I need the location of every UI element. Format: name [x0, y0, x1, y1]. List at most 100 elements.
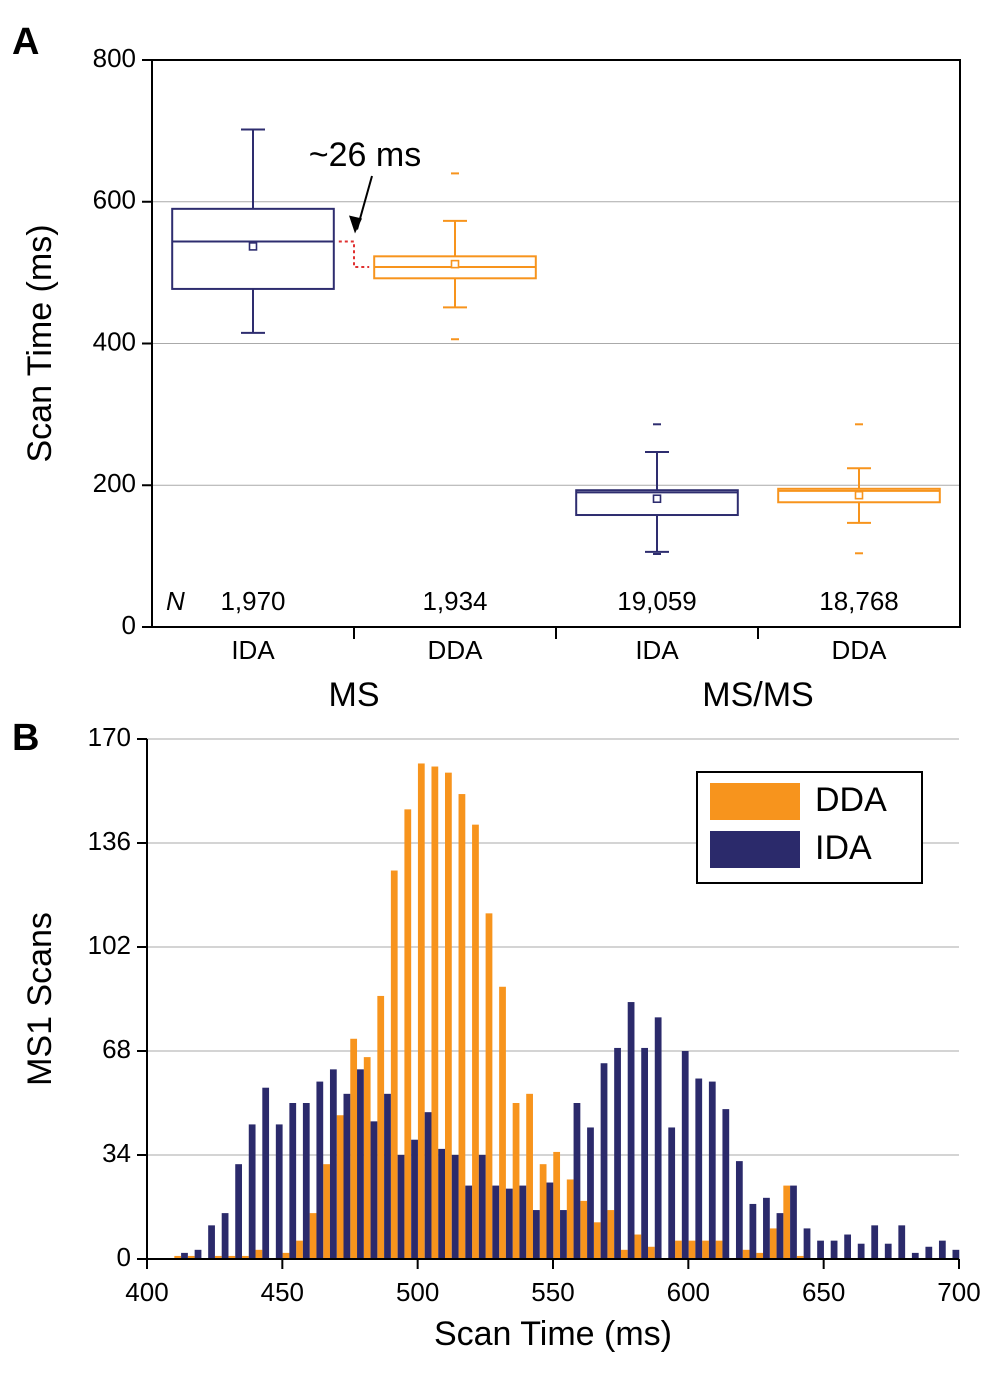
legend-label: DDA — [815, 781, 887, 819]
x-tick-label: 700 — [937, 1277, 980, 1307]
histogram-bar — [573, 1103, 581, 1259]
legend-swatch — [710, 831, 800, 868]
x-tick-label: 650 — [802, 1277, 845, 1307]
histogram-bar — [397, 1155, 405, 1259]
histogram-bar — [187, 1255, 195, 1259]
histogram-bar — [546, 1182, 554, 1259]
histogram-bar — [925, 1246, 933, 1259]
histogram-bar — [370, 1121, 378, 1259]
histogram-bar — [390, 870, 398, 1259]
histogram-bar — [465, 1185, 473, 1259]
histogram-bar — [242, 1255, 249, 1259]
histogram-bar — [208, 1225, 215, 1259]
histogram-bar — [451, 1155, 459, 1259]
histogram-bar — [708, 1081, 716, 1259]
histogram-bar — [884, 1243, 892, 1259]
y-tick-label: 136 — [88, 826, 131, 856]
histogram-bar — [384, 1093, 391, 1259]
y-tick-label: 0 — [122, 610, 136, 640]
histogram-bar — [248, 1124, 256, 1259]
panel-label: B — [12, 717, 39, 759]
histogram-bar — [722, 1109, 730, 1259]
histogram-bar — [255, 1249, 263, 1259]
x-tick-label: 400 — [125, 1277, 168, 1307]
histogram-bar — [614, 1047, 621, 1259]
histogram-bar — [417, 763, 425, 1259]
y-tick-label: 68 — [102, 1034, 131, 1064]
histogram-bar — [499, 986, 506, 1259]
y-tick-label: 102 — [88, 930, 131, 960]
histogram-bar — [235, 1164, 243, 1259]
histogram-bar — [783, 1185, 791, 1259]
histogram-bar — [580, 1200, 588, 1259]
histogram-bar — [648, 1246, 655, 1259]
histogram-bar — [228, 1255, 236, 1259]
histogram-bar — [275, 1124, 283, 1259]
histogram-bar — [262, 1087, 270, 1259]
histogram-bar — [478, 1155, 486, 1259]
histogram-bar — [485, 913, 493, 1259]
histogram-bar — [790, 1185, 797, 1259]
histogram-bar — [309, 1213, 317, 1259]
histogram-bar — [898, 1225, 906, 1259]
histogram-bar — [871, 1225, 879, 1259]
histogram-bar — [181, 1252, 188, 1259]
histogram-bar — [214, 1255, 222, 1259]
histogram-bar — [607, 1210, 615, 1259]
histogram-bar — [526, 1093, 533, 1259]
x-tick-label: DDA — [428, 635, 484, 665]
histogram-bar — [553, 1151, 561, 1259]
histogram-bar — [289, 1103, 297, 1259]
legend-swatch — [710, 783, 800, 820]
group-label: MS/MS — [702, 676, 813, 714]
histogram-bar — [343, 1093, 351, 1259]
histogram-bar — [505, 1188, 513, 1259]
histogram-bar — [560, 1210, 567, 1259]
x-axis-title: Scan Time (ms) — [434, 1315, 672, 1353]
histogram-bar — [769, 1228, 777, 1259]
histogram-bar — [363, 1057, 371, 1259]
histogram-bar — [438, 1148, 446, 1259]
histogram-bar — [411, 1139, 418, 1259]
n-value: 1,934 — [422, 586, 487, 616]
histogram-bar — [519, 1185, 527, 1259]
x-tick-label: IDA — [635, 635, 679, 665]
mean — [248, 242, 258, 251]
histogram-bar — [445, 772, 452, 1259]
mean — [854, 490, 864, 500]
mean — [450, 259, 460, 269]
histogram-bar — [323, 1164, 330, 1259]
n-value: 1,970 — [220, 586, 285, 616]
histogram-bar — [675, 1240, 682, 1259]
histogram-bar — [688, 1240, 696, 1259]
x-tick-label: IDA — [231, 635, 275, 665]
n-value: 18,768 — [819, 586, 899, 616]
legend-label: IDA — [815, 829, 872, 867]
histogram-bar — [844, 1234, 852, 1259]
histogram-bar — [350, 1038, 358, 1259]
x-tick-label: 550 — [531, 1277, 574, 1307]
y-tick-label: 400 — [93, 326, 136, 356]
histogram-bar — [763, 1197, 770, 1259]
histogram-bar — [830, 1240, 838, 1259]
histogram-bar — [668, 1127, 676, 1259]
histogram-bar — [776, 1213, 784, 1259]
histogram-bar — [634, 1234, 642, 1259]
histogram-bar — [593, 1222, 601, 1259]
x-tick-label: 450 — [261, 1277, 304, 1307]
histogram-bar — [336, 1115, 344, 1259]
histogram-bar — [857, 1243, 865, 1259]
y-tick-label: 800 — [93, 43, 136, 73]
histogram-bar — [803, 1228, 811, 1259]
histogram-bar — [431, 766, 439, 1259]
panel-label: A — [12, 21, 39, 63]
x-tick-label: 500 — [396, 1277, 439, 1307]
histogram-bar — [539, 1164, 547, 1259]
n-label: N — [166, 586, 185, 616]
histogram-bar — [749, 1203, 757, 1259]
annotation-arrowhead — [349, 215, 362, 234]
histogram-bar — [329, 1069, 337, 1259]
y-axis-title: MS1 Scans — [21, 912, 59, 1086]
